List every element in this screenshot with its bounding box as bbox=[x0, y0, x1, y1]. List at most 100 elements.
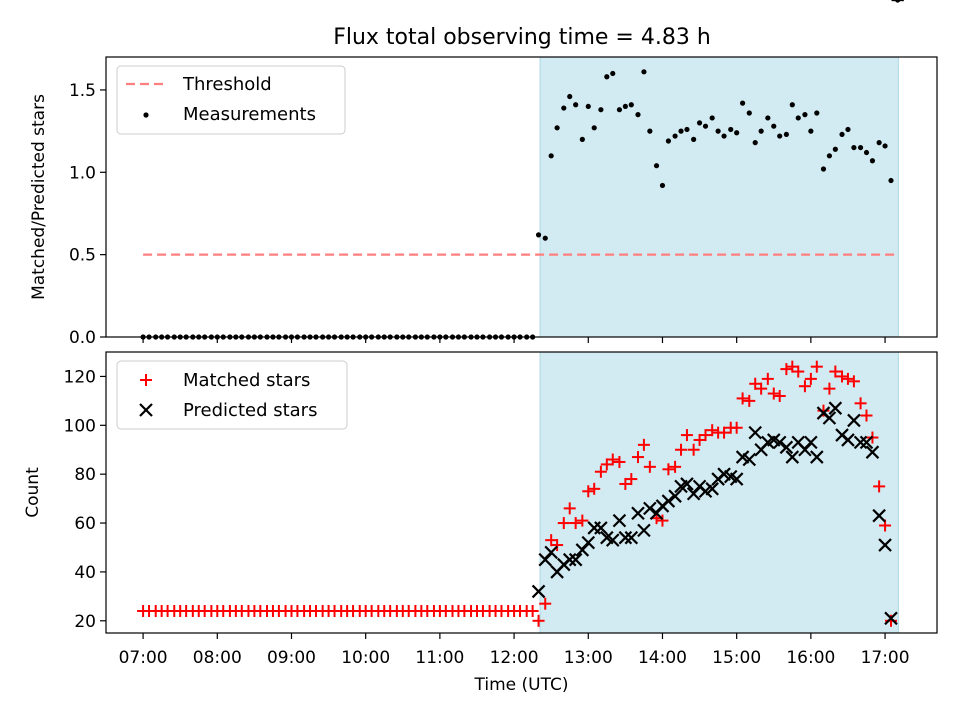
measurement-point bbox=[734, 130, 740, 136]
measurement-point bbox=[826, 153, 833, 159]
measurement-point bbox=[771, 123, 777, 129]
matched-star-point bbox=[761, 372, 774, 385]
predicted-stars-points bbox=[531, 0, 904, 626]
predicted-star-point bbox=[544, 545, 558, 560]
matched-star-point bbox=[539, 597, 552, 610]
x-tick-label: 08:00 bbox=[193, 648, 242, 668]
measurement-point bbox=[598, 107, 604, 113]
measurement-point bbox=[808, 128, 814, 134]
measurement-point bbox=[863, 149, 870, 156]
predicted-star-point bbox=[618, 530, 633, 545]
predicted-star-point bbox=[804, 435, 818, 450]
predicted-star-point bbox=[729, 472, 744, 486]
predicted-star-point bbox=[624, 530, 639, 545]
matched-star-point bbox=[675, 443, 688, 456]
matched-star-point bbox=[836, 370, 849, 383]
measurement-point bbox=[715, 128, 721, 134]
measurement-point bbox=[678, 128, 684, 134]
matched-star-point bbox=[669, 460, 682, 473]
measurement-point bbox=[832, 146, 838, 152]
legend-x-marker bbox=[139, 403, 153, 417]
chart-title: Flux total observing time = 4.83 h bbox=[333, 25, 711, 50]
matched-star-point bbox=[662, 463, 675, 476]
matched-star-point bbox=[606, 453, 619, 466]
predicted-star-point bbox=[779, 440, 794, 455]
predicted-star-point bbox=[785, 450, 800, 464]
matched-star-point bbox=[526, 605, 539, 618]
matched-star-point bbox=[680, 429, 693, 442]
matched-star-point bbox=[569, 517, 582, 530]
bottom-axes-frame bbox=[105, 351, 938, 634]
measurement-point bbox=[622, 103, 628, 110]
predicted-star-point bbox=[772, 435, 787, 450]
top-legend-box bbox=[116, 65, 346, 135]
predicted-star-point bbox=[568, 552, 583, 567]
y-tick-label: 60 bbox=[74, 514, 96, 534]
top-panel: 0.0 0.5 1.0 1.5 Matched/Predicted stars Thr… bbox=[29, 0, 938, 348]
predicted-star-point bbox=[847, 413, 861, 428]
matched-star-point bbox=[829, 365, 842, 378]
x-tick-label: 12:00 bbox=[490, 648, 539, 668]
x-tick-label: 14:00 bbox=[638, 648, 687, 668]
measurement-point bbox=[752, 140, 758, 146]
measurement-point bbox=[857, 144, 864, 151]
measurement-point bbox=[814, 110, 820, 116]
matched-star-point bbox=[755, 382, 768, 395]
predicted-star-point bbox=[865, 445, 880, 459]
x-tick-label: 15:00 bbox=[712, 648, 761, 668]
top-y-axis-ticks: 0.0 0.5 1.0 1.5 bbox=[69, 81, 106, 348]
predicted-star-point bbox=[531, 584, 546, 599]
measurement-point bbox=[616, 107, 623, 113]
legend-measurements-label: Measurements bbox=[183, 104, 316, 125]
measurement-point bbox=[665, 138, 672, 144]
measurement-point bbox=[777, 133, 783, 139]
x-tick-label: 16:00 bbox=[786, 648, 835, 668]
predicted-star-point bbox=[853, 435, 868, 450]
measurement-point bbox=[604, 74, 610, 80]
bottom-panel: 20 40 60 80 100 120 07:00 08:00 09:00 10:00 11:00… bbox=[23, 0, 938, 695]
predicted-star-point bbox=[828, 401, 843, 415]
measurement-point bbox=[585, 103, 591, 110]
measurement-point bbox=[851, 144, 857, 151]
predicted-star-point bbox=[637, 523, 651, 538]
predicted-star-point bbox=[643, 501, 657, 516]
matched-star-point bbox=[841, 372, 854, 385]
matched-star-point bbox=[687, 443, 700, 456]
x-tick-label: 07:00 bbox=[119, 648, 168, 668]
measurement-point bbox=[567, 93, 573, 100]
predicted-star-point bbox=[878, 538, 892, 552]
measurement-point bbox=[758, 128, 764, 134]
top-legend: Threshold Measurements bbox=[116, 65, 346, 135]
legend-plus-marker bbox=[140, 374, 152, 386]
predicted-star-point bbox=[841, 433, 855, 447]
legend-matched-label: Matched stars bbox=[183, 370, 310, 391]
measurement-point bbox=[641, 69, 647, 75]
measurement-point bbox=[795, 115, 801, 121]
y-tick-label: 1.0 bbox=[69, 163, 96, 183]
measurement-point bbox=[672, 133, 678, 139]
measurement-point bbox=[579, 136, 585, 142]
x-tick-label: 10:00 bbox=[341, 648, 390, 668]
predicted-star-point bbox=[810, 450, 824, 464]
matched-star-point bbox=[631, 451, 644, 464]
bottom-x-axis-ticks: 07:00 08:00 09:00 10:00 11:00 12:00 13:00 14:00… bbox=[119, 633, 910, 668]
measurement-point bbox=[783, 131, 789, 138]
x-tick-label: 09:00 bbox=[267, 648, 316, 668]
predicted-star-point bbox=[594, 521, 608, 535]
x-tick-label: 11:00 bbox=[415, 648, 464, 668]
matched-star-point bbox=[743, 394, 756, 407]
matched-star-point bbox=[551, 539, 564, 552]
measurement-point bbox=[647, 128, 653, 134]
predicted-star-point bbox=[859, 435, 874, 450]
predicted-star-point bbox=[872, 508, 886, 523]
matched-star-point bbox=[767, 387, 780, 400]
bottom-observing-window bbox=[539, 351, 899, 634]
matched-star-point bbox=[625, 473, 638, 486]
matched-star-point bbox=[873, 480, 886, 493]
matched-star-point bbox=[817, 404, 830, 417]
predicted-star-point bbox=[822, 411, 837, 425]
measurement-point bbox=[839, 131, 845, 138]
measurement-point bbox=[548, 153, 554, 159]
measurement-point bbox=[653, 163, 660, 169]
